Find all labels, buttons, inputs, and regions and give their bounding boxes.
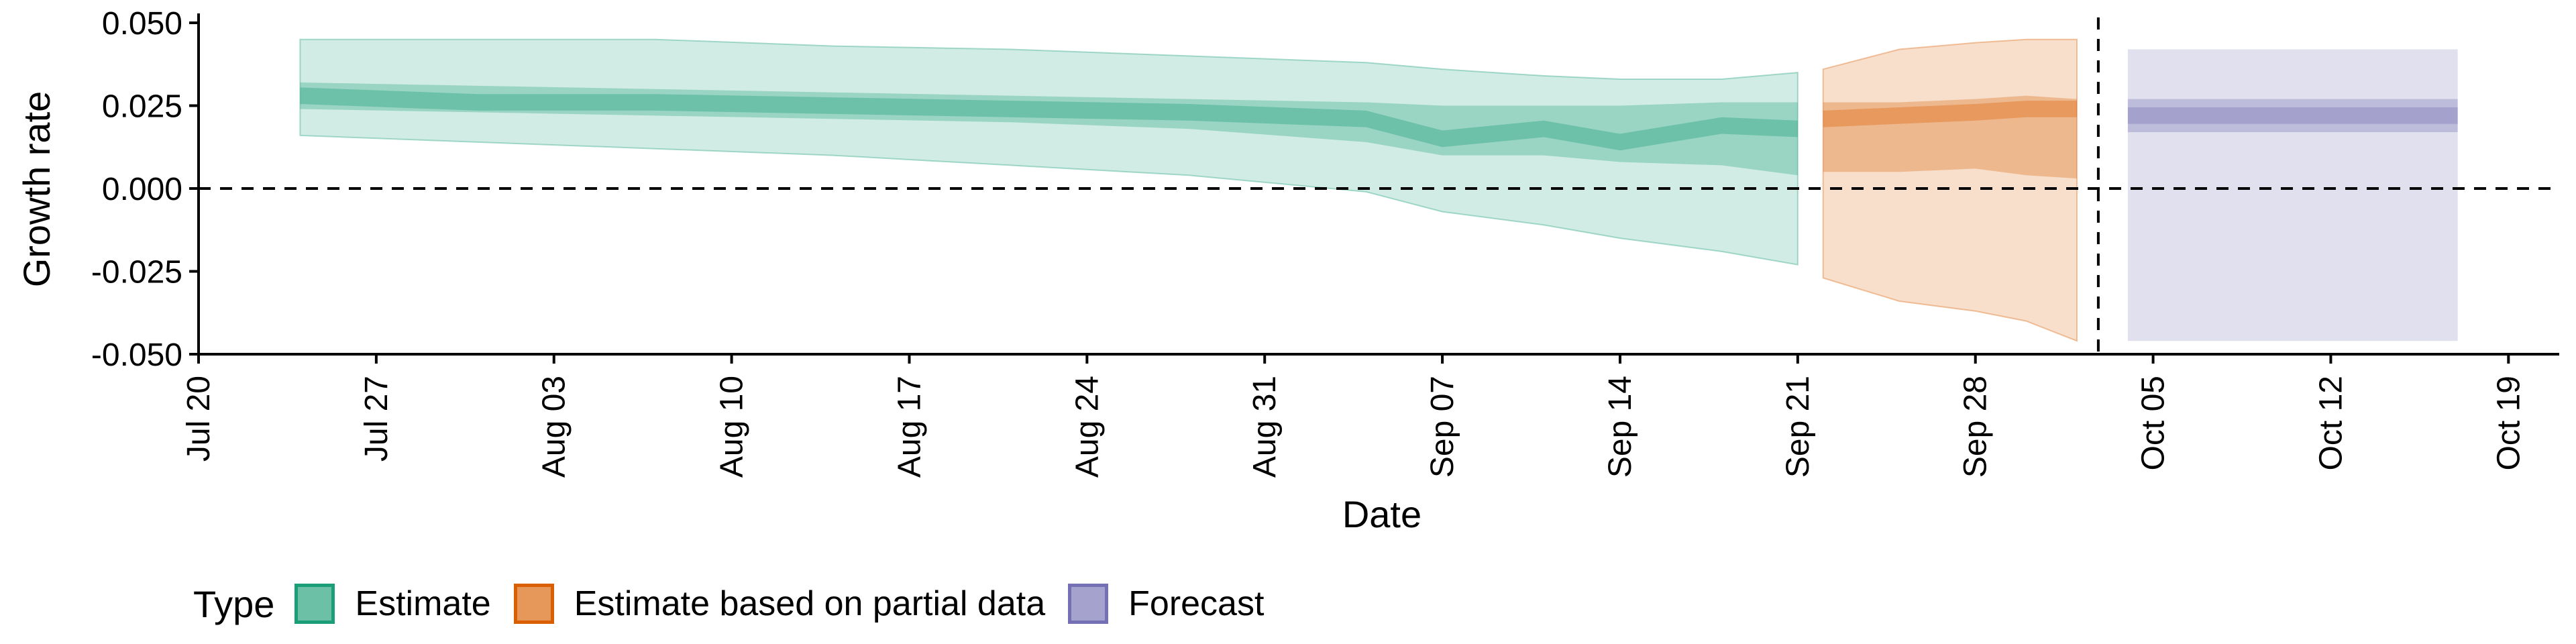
estimate-band-50 — [300, 82, 1798, 176]
x-axis-label: Date — [1342, 493, 1421, 535]
forecast-median-band — [2127, 107, 2458, 124]
x-tick-label: Jul 27 — [359, 376, 394, 462]
estimate-based-on-partial-data-band-50 — [1823, 95, 2078, 179]
legend-item-estimate: Estimate — [294, 584, 491, 624]
y-tick-label: -0.050 — [91, 337, 182, 373]
legend-swatch-estimate — [294, 584, 335, 624]
legend-item-partial: Estimate based on partial data — [513, 584, 1046, 624]
x-tick-label: Aug 31 — [1247, 376, 1283, 478]
estimate-based-on-partial-data-median-band — [1823, 101, 2078, 127]
estimate-based-on-partial-data-band-90 — [1822, 38, 2078, 342]
legend-item-forecast: Forecast — [1068, 584, 1264, 624]
x-tick-label: Aug 24 — [1069, 376, 1105, 478]
x-tick-label: Oct 05 — [2136, 376, 2171, 470]
y-tick-label: 0.025 — [102, 89, 182, 125]
forecast-band-50 — [2127, 99, 2458, 133]
legend-label-estimate: Estimate — [355, 584, 491, 623]
legend-label-forecast: Forecast — [1128, 584, 1265, 623]
legend-title: Type — [193, 582, 275, 625]
legend-label-partial: Estimate based on partial data — [574, 584, 1046, 623]
x-tick-label: Sep 14 — [1603, 376, 1638, 478]
forecast-band-90 — [2127, 49, 2458, 341]
estimate-band-90 — [299, 38, 1799, 266]
x-tick-label: Aug 03 — [537, 376, 572, 478]
x-tick-label: Sep 28 — [1958, 376, 1994, 478]
legend-swatch-forecast — [1068, 584, 1109, 624]
y-tick-label: -0.025 — [91, 255, 182, 290]
y-tick-label: 0.000 — [102, 172, 182, 207]
x-tick-label: Sep 21 — [1780, 376, 1816, 478]
legend-swatch-partial — [513, 584, 554, 624]
y-tick-label: 0.050 — [102, 6, 182, 42]
y-axis-label: Growth rate — [15, 91, 58, 288]
plot-area — [299, 38, 2458, 342]
estimate-median-band — [300, 87, 1798, 151]
x-tick-label: Oct 19 — [2491, 376, 2526, 470]
x-tick-label: Aug 17 — [892, 376, 927, 478]
x-tick-label: Jul 20 — [181, 376, 217, 462]
x-tick-label: Oct 12 — [2313, 376, 2349, 470]
legend: Type Estimate Estimate based on partial … — [193, 576, 1287, 632]
x-tick-label: Aug 10 — [714, 376, 750, 478]
x-tick-label: Sep 07 — [1425, 376, 1460, 478]
